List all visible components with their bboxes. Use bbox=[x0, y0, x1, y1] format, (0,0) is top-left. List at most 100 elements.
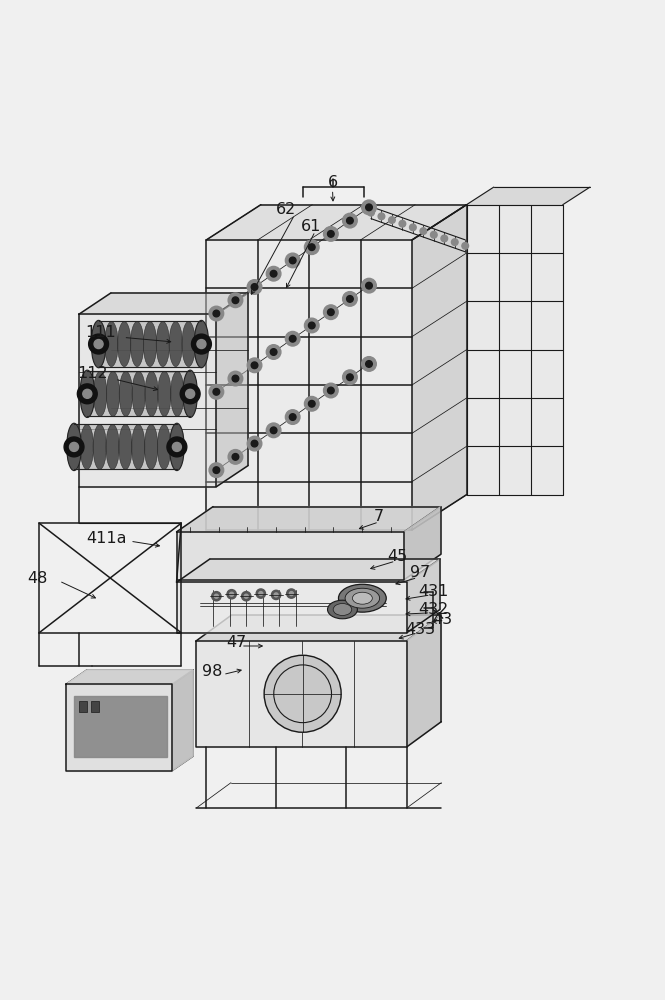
Circle shape bbox=[244, 594, 248, 598]
Text: 431: 431 bbox=[418, 584, 449, 599]
Polygon shape bbox=[196, 641, 407, 747]
Text: 7: 7 bbox=[374, 509, 384, 524]
Ellipse shape bbox=[80, 370, 94, 418]
Circle shape bbox=[77, 384, 97, 404]
Ellipse shape bbox=[170, 424, 184, 469]
Circle shape bbox=[228, 293, 243, 308]
Polygon shape bbox=[404, 507, 441, 580]
Circle shape bbox=[420, 228, 427, 234]
Circle shape bbox=[167, 437, 187, 457]
Circle shape bbox=[197, 340, 206, 349]
Circle shape bbox=[305, 318, 319, 333]
Circle shape bbox=[251, 362, 258, 369]
Ellipse shape bbox=[93, 424, 106, 469]
Text: 6: 6 bbox=[327, 175, 338, 190]
Circle shape bbox=[259, 592, 263, 596]
Polygon shape bbox=[467, 205, 563, 495]
Polygon shape bbox=[176, 559, 440, 582]
Circle shape bbox=[285, 331, 300, 346]
Circle shape bbox=[366, 282, 372, 289]
Ellipse shape bbox=[156, 321, 170, 367]
Circle shape bbox=[251, 440, 258, 447]
Ellipse shape bbox=[92, 321, 105, 367]
Ellipse shape bbox=[66, 423, 81, 471]
Circle shape bbox=[289, 414, 296, 420]
Ellipse shape bbox=[345, 588, 380, 608]
Circle shape bbox=[324, 383, 338, 398]
Circle shape bbox=[324, 227, 338, 241]
Circle shape bbox=[213, 389, 219, 395]
Polygon shape bbox=[79, 293, 248, 314]
Polygon shape bbox=[206, 240, 412, 530]
Ellipse shape bbox=[145, 371, 158, 416]
Ellipse shape bbox=[352, 592, 372, 604]
Circle shape bbox=[211, 592, 221, 601]
Polygon shape bbox=[407, 615, 442, 747]
Circle shape bbox=[342, 292, 357, 306]
Ellipse shape bbox=[182, 321, 196, 367]
Text: 43: 43 bbox=[432, 612, 452, 627]
Text: 45: 45 bbox=[388, 549, 408, 564]
Circle shape bbox=[209, 463, 223, 477]
Circle shape bbox=[430, 231, 437, 238]
Circle shape bbox=[213, 310, 219, 317]
Ellipse shape bbox=[184, 371, 197, 416]
Circle shape bbox=[82, 389, 92, 398]
Circle shape bbox=[289, 257, 296, 264]
Ellipse shape bbox=[130, 321, 144, 367]
Text: 61: 61 bbox=[301, 219, 321, 234]
Polygon shape bbox=[176, 532, 404, 580]
Circle shape bbox=[362, 200, 376, 215]
Circle shape bbox=[232, 297, 239, 304]
Circle shape bbox=[309, 322, 315, 329]
Circle shape bbox=[214, 594, 218, 598]
Circle shape bbox=[346, 374, 353, 381]
Circle shape bbox=[180, 384, 200, 404]
Ellipse shape bbox=[158, 424, 171, 469]
Ellipse shape bbox=[118, 321, 131, 367]
Polygon shape bbox=[216, 293, 248, 487]
Ellipse shape bbox=[67, 424, 80, 469]
Ellipse shape bbox=[105, 321, 118, 367]
Ellipse shape bbox=[80, 371, 94, 416]
Ellipse shape bbox=[333, 604, 352, 615]
Circle shape bbox=[342, 213, 357, 228]
Circle shape bbox=[285, 410, 300, 424]
Circle shape bbox=[232, 375, 239, 382]
Text: 411a: 411a bbox=[86, 531, 127, 546]
Circle shape bbox=[462, 243, 469, 249]
Circle shape bbox=[64, 437, 84, 457]
Text: 111: 111 bbox=[85, 325, 116, 340]
Ellipse shape bbox=[144, 321, 157, 367]
Circle shape bbox=[264, 655, 341, 732]
Text: 48: 48 bbox=[27, 571, 47, 586]
Circle shape bbox=[228, 450, 243, 464]
Polygon shape bbox=[172, 670, 193, 771]
Circle shape bbox=[289, 335, 296, 342]
Circle shape bbox=[186, 389, 195, 398]
Ellipse shape bbox=[158, 371, 171, 416]
Circle shape bbox=[247, 436, 262, 451]
Text: 112: 112 bbox=[77, 366, 108, 381]
Circle shape bbox=[172, 442, 182, 451]
Circle shape bbox=[256, 589, 265, 598]
Ellipse shape bbox=[195, 321, 208, 367]
Ellipse shape bbox=[328, 600, 357, 619]
Circle shape bbox=[94, 340, 103, 349]
Ellipse shape bbox=[119, 371, 132, 416]
Polygon shape bbox=[412, 205, 467, 530]
Circle shape bbox=[366, 361, 372, 367]
Ellipse shape bbox=[94, 371, 107, 416]
Circle shape bbox=[70, 442, 78, 451]
Ellipse shape bbox=[338, 584, 386, 612]
Ellipse shape bbox=[169, 321, 182, 367]
Text: 62: 62 bbox=[276, 202, 296, 217]
Ellipse shape bbox=[194, 320, 209, 368]
FancyBboxPatch shape bbox=[79, 701, 87, 712]
Text: 98: 98 bbox=[201, 664, 222, 679]
Text: 47: 47 bbox=[226, 635, 247, 650]
Circle shape bbox=[266, 423, 281, 438]
Circle shape bbox=[232, 454, 239, 460]
Circle shape bbox=[285, 253, 300, 268]
Ellipse shape bbox=[80, 424, 94, 469]
